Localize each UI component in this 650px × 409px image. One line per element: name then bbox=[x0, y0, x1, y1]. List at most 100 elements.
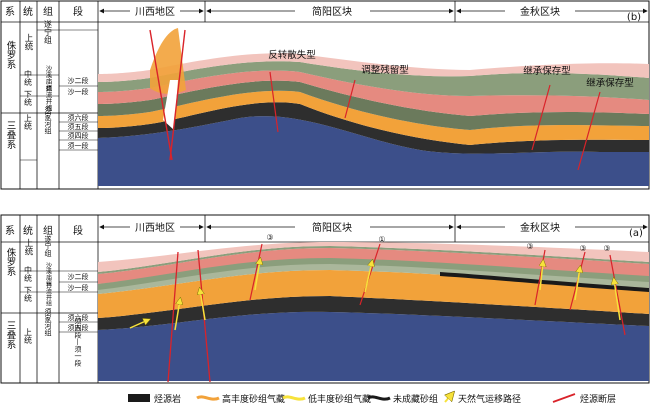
fault-b-1 bbox=[149, 29, 173, 161]
a-layer-shaximiao-band bbox=[98, 258, 649, 290]
series-upper-t: 上统 bbox=[24, 114, 33, 131]
col-header-system: 系 bbox=[5, 6, 15, 18]
layer-sha1 bbox=[98, 70, 649, 116]
mb-xu1: 须一段 bbox=[68, 141, 89, 150]
fault-b-4 bbox=[344, 79, 356, 119]
a-fm-suining: 遂宁组 bbox=[44, 235, 52, 257]
a-mb-xu4-1: 须四段—须一段 bbox=[74, 317, 82, 368]
panel-b-strata bbox=[98, 28, 649, 186]
col-header-member: 段 bbox=[73, 5, 83, 18]
fm-suining: 遂宁组 bbox=[44, 19, 53, 44]
a-fault-7 bbox=[609, 254, 626, 336]
layer-xu6 bbox=[98, 90, 649, 145]
note-jicheng-2: 继承保存型 bbox=[586, 77, 634, 89]
panel-a-strat-column: 系 统 组 段 侏罗系 三叠系 上统 中统 下统 上统 遂宁组 沙溪庙组 自流井… bbox=[1, 215, 99, 383]
a-layer-sha2 bbox=[98, 246, 649, 274]
a-series-upper-j: 上统 bbox=[23, 239, 33, 257]
fault-b-2 bbox=[169, 29, 186, 161]
panel-b-region-bar: 川西地区 简阳区块 金秋区块 (b) bbox=[98, 1, 649, 23]
legend-high-gas: 高丰度砂组气藏 bbox=[222, 393, 285, 405]
a-fault-4 bbox=[359, 243, 381, 306]
layer-ziliujing bbox=[98, 80, 649, 130]
legend-unfilled: 未成藏砂组 bbox=[393, 393, 438, 405]
legend-low-gas: 低丰度砂组气藏 bbox=[308, 393, 371, 405]
a-region-jinqiu: 金秋区块 bbox=[520, 221, 560, 234]
series-lower-j: 下统 bbox=[24, 90, 33, 107]
region-jinqiu: 金秋区块 bbox=[520, 5, 560, 18]
layer-xu1-4 bbox=[98, 116, 649, 186]
note-fanzhuan: 反转散失型 bbox=[268, 49, 316, 61]
layer-xu5 bbox=[98, 102, 649, 154]
mb-xu5: 须五段 bbox=[68, 122, 89, 131]
panel-b-strat-column: 系 统 组 段 侏罗系 三叠系 上统 中统 下统 上统 遂宁组 沙溪庙组 自流井… bbox=[1, 1, 99, 189]
marker-3: ③ bbox=[526, 242, 533, 251]
series-middle-j: 中统 bbox=[24, 69, 33, 87]
a-col-header-member: 段 bbox=[73, 224, 83, 237]
col-header-formation: 组 bbox=[43, 5, 53, 18]
mb-sha1: 沙一段 bbox=[68, 87, 89, 96]
a-fm-xujiahe: 须家河组 bbox=[44, 307, 52, 336]
legend-migration-swatch bbox=[444, 394, 452, 403]
legend-fault: 烃源断层 bbox=[580, 393, 616, 405]
a-mb-xu5: 须五段 bbox=[68, 323, 89, 332]
series-upper-j: 上统 bbox=[23, 34, 33, 52]
note-tiaozheng: 调整残留型 bbox=[361, 64, 409, 76]
legend-migration: 天然气运移路径 bbox=[458, 393, 521, 405]
a-region-jianyang: 简阳区块 bbox=[312, 221, 352, 234]
panel-a-migration bbox=[129, 260, 621, 331]
marker-2: ① bbox=[378, 235, 385, 244]
a-layer-suining bbox=[98, 242, 649, 272]
a-layer-xu1-4 bbox=[98, 311, 649, 381]
region-jianyang: 简阳区块 bbox=[312, 5, 352, 18]
a-fault-3 bbox=[249, 243, 263, 301]
legend-unfilled-swatch bbox=[367, 395, 391, 401]
fm-ziliujing: 自流井组 bbox=[44, 84, 52, 112]
legend: 烃源岩 高丰度砂组气藏 低丰度砂组气藏 未成藏砂组 天然气运移路径 烃源断层 bbox=[128, 393, 616, 405]
panel-a-strata bbox=[98, 242, 649, 381]
system-jurassic: 侏罗系 bbox=[5, 41, 17, 70]
a-series-upper-t: 上统 bbox=[24, 328, 33, 345]
mb-xu6: 须六段 bbox=[68, 113, 89, 122]
a-region-chuanxi: 川西地区 bbox=[135, 221, 175, 234]
a-mb-sha1: 沙一段 bbox=[68, 283, 89, 292]
a-series-middle-j: 中统 bbox=[24, 265, 33, 283]
fault-b-5 bbox=[531, 84, 551, 151]
legend-fault-swatch bbox=[552, 393, 576, 403]
a-col-header-series: 统 bbox=[23, 224, 33, 237]
legend-low-gas-swatch bbox=[282, 395, 306, 401]
legend-source-rock: 烃源岩 bbox=[154, 393, 181, 405]
panel-a: 系 统 组 段 侏罗系 三叠系 上统 中统 下统 上统 遂宁组 沙溪庙组 自流井… bbox=[0, 214, 650, 384]
fm-xujiahe: 须家河组 bbox=[44, 105, 52, 134]
marker-5: ③ bbox=[603, 244, 610, 253]
fm-shaximiao: 沙溪庙组 bbox=[44, 65, 52, 91]
a-fault-1 bbox=[167, 251, 179, 383]
col-header-series: 统 bbox=[23, 5, 33, 18]
note-jicheng-1: 继承保存型 bbox=[523, 65, 571, 77]
a-layer-xu5 bbox=[98, 296, 649, 330]
a-mb-sha2: 沙二段 bbox=[68, 272, 89, 281]
panel-a-region-bar: 川西地区 简阳区块 金秋区块 (a) bbox=[98, 215, 649, 243]
a-system-jurassic: 侏罗系 bbox=[5, 248, 17, 277]
a-col-header-formation: 组 bbox=[43, 224, 53, 237]
legend-source-rock-swatch bbox=[128, 394, 150, 402]
marker-1: ③ bbox=[266, 233, 273, 242]
marker-4: ③ bbox=[579, 244, 586, 253]
layer-chuanxi-uplift bbox=[150, 28, 186, 94]
a-fm-ziliujing: 自流井组 bbox=[45, 281, 52, 306]
legend-high-gas-swatch bbox=[196, 395, 220, 401]
a-system-triassic: 三叠系 bbox=[5, 321, 17, 350]
region-chuanxi: 川西地区 bbox=[135, 5, 175, 18]
a-col-header-system: 系 bbox=[5, 225, 15, 237]
a-series-lower-j: 下统 bbox=[24, 286, 33, 303]
a-mb-xu6: 须六段 bbox=[68, 313, 89, 322]
a-layer-sha1 bbox=[98, 248, 649, 284]
mb-xu4: 须四段 bbox=[68, 131, 89, 140]
panel-b-faults bbox=[149, 29, 601, 171]
mb-sha2: 沙二段 bbox=[68, 76, 89, 85]
system-triassic: 三叠系 bbox=[5, 121, 17, 150]
a-fm-shaximiao: 沙溪庙组 bbox=[45, 262, 52, 286]
layer-suining bbox=[98, 53, 649, 82]
a-unfilled-sand bbox=[440, 272, 649, 292]
a-layer-xu6 bbox=[98, 270, 649, 318]
